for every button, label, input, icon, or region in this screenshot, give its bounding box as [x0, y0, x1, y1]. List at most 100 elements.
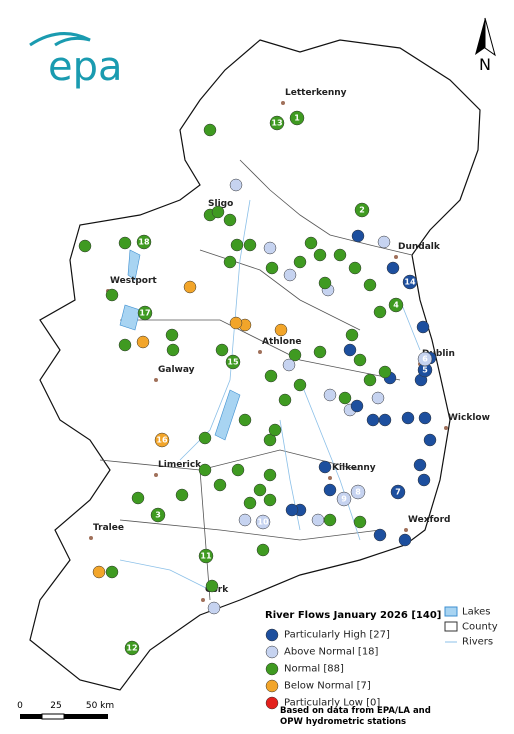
station	[253, 483, 267, 497]
station-label: 6	[422, 355, 428, 364]
station-label: 7	[395, 488, 401, 497]
logo: epa	[29, 32, 123, 90]
station	[371, 391, 385, 405]
station-label: 1	[294, 114, 300, 123]
county-swatch	[444, 621, 458, 632]
station	[105, 288, 119, 302]
station	[205, 579, 219, 593]
station	[229, 316, 243, 330]
station-label: 16	[156, 436, 168, 445]
station	[293, 255, 307, 269]
station	[265, 261, 279, 275]
legend-label: Particularly Low [0]	[284, 698, 380, 709]
station	[154, 432, 170, 448]
station	[388, 297, 404, 313]
logo-text: epa	[48, 44, 123, 90]
station-label: 4	[393, 301, 399, 310]
rivers	[119, 199, 421, 591]
station	[78, 239, 92, 253]
north-arrow	[475, 18, 485, 55]
station	[345, 328, 359, 342]
station	[363, 373, 377, 387]
station	[390, 484, 406, 500]
town-label: Westport	[110, 276, 157, 286]
station	[354, 202, 370, 218]
legend-marker	[265, 628, 279, 642]
source: OPW hydrometric stations	[280, 717, 406, 727]
station	[353, 353, 367, 367]
scale-bar	[20, 714, 42, 719]
legend-box	[262, 608, 440, 726]
station	[318, 276, 332, 290]
station	[238, 513, 252, 527]
station	[313, 345, 327, 359]
town-label: Wicklow	[448, 413, 490, 423]
station	[256, 543, 270, 557]
station	[289, 110, 305, 126]
station	[223, 213, 237, 227]
station	[198, 548, 214, 564]
station	[183, 280, 197, 294]
station	[285, 503, 299, 517]
station	[413, 458, 427, 472]
station	[137, 305, 153, 321]
town-dot	[154, 473, 158, 477]
legend-marker	[265, 696, 279, 710]
town-label: Wexford	[408, 515, 451, 525]
station-label: 17	[139, 309, 150, 318]
scale-label: 25	[50, 701, 61, 711]
station	[243, 496, 257, 510]
station	[263, 241, 277, 255]
station	[311, 513, 325, 527]
station	[348, 261, 362, 275]
north-label: N	[479, 55, 491, 74]
lakes-swatch	[444, 606, 458, 617]
station	[323, 388, 337, 402]
station	[150, 507, 166, 523]
town-label: Letterkenny	[285, 88, 347, 98]
station	[211, 205, 225, 219]
station	[343, 343, 357, 357]
station	[318, 460, 332, 474]
town-dot	[404, 528, 408, 532]
station	[282, 358, 296, 372]
town-label: Dublin	[422, 349, 455, 359]
station	[269, 115, 285, 131]
station	[350, 484, 366, 500]
north-arrow	[484, 17, 496, 57]
station	[255, 514, 271, 530]
border	[99, 159, 413, 601]
scale-label: 0	[17, 701, 23, 711]
station	[386, 261, 400, 275]
station	[207, 601, 221, 615]
town-label: Dundalk	[398, 242, 441, 252]
station-label: 10	[257, 518, 269, 527]
town-label: Athlone	[262, 337, 301, 347]
station	[92, 565, 106, 579]
station	[373, 528, 387, 542]
town-label: Cork	[205, 585, 229, 595]
station-label: 15	[227, 358, 239, 367]
station-label: 5	[422, 366, 428, 375]
station	[198, 431, 212, 445]
station	[416, 320, 430, 334]
source: Based on data from EPA/LA and	[280, 706, 431, 716]
town-dot	[281, 101, 285, 105]
legend-label: Above Normal [18]	[284, 647, 379, 658]
station-label: 3	[155, 511, 161, 520]
station	[373, 305, 387, 319]
town-label: Sligo	[208, 199, 233, 209]
layer-label: Rivers	[462, 637, 493, 648]
station	[166, 343, 180, 357]
station	[223, 255, 237, 269]
station	[351, 229, 365, 243]
station	[377, 235, 391, 249]
station	[363, 278, 377, 292]
station	[323, 513, 337, 527]
island	[29, 39, 481, 691]
station	[333, 248, 347, 262]
station	[213, 478, 227, 492]
scale-bar	[64, 714, 108, 719]
town-label: Galway	[158, 365, 195, 375]
town-label: Limerick	[158, 460, 202, 470]
